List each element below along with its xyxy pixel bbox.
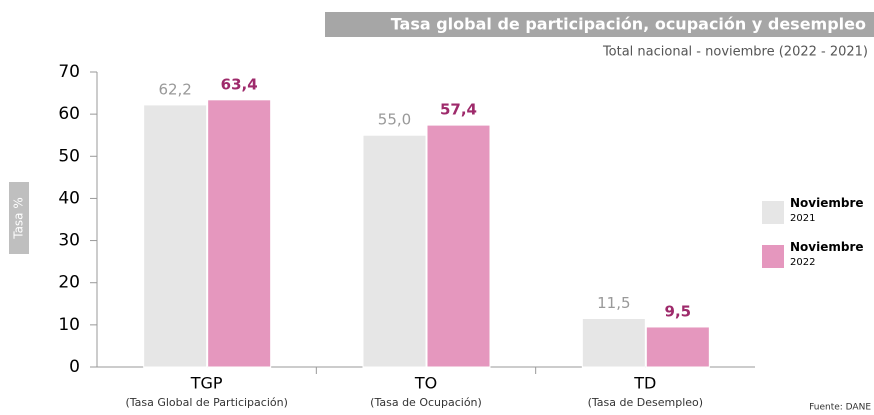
y-label-box xyxy=(9,182,29,254)
legend-label: Noviembre 2021 xyxy=(790,196,864,225)
value-label: 55,0 xyxy=(378,111,411,129)
y-tick-label: 60 xyxy=(58,104,80,124)
y-tick-label: 40 xyxy=(58,188,80,208)
source: Fuente: DANE xyxy=(809,403,871,413)
legend-label: Noviembre 2022 xyxy=(790,240,864,269)
value-label: 63,4 xyxy=(221,75,258,93)
bar xyxy=(207,99,272,368)
y-tick-label: 20 xyxy=(58,273,80,293)
y-tick-label: 50 xyxy=(58,146,80,166)
x-tick-description: (Tasa de Ocupación) xyxy=(370,396,482,409)
value-label: 9,5 xyxy=(665,302,692,320)
value-label: 57,4 xyxy=(440,101,477,119)
chart-title: Tasa global de participación, ocupación … xyxy=(391,15,866,34)
x-tick-label: TO xyxy=(414,374,437,393)
y-tick-label: 30 xyxy=(58,231,80,251)
bar xyxy=(426,124,491,368)
x-tick-label: TGP xyxy=(190,374,223,393)
value-label: 62,2 xyxy=(158,80,191,98)
y-tick-label: 10 xyxy=(58,315,80,335)
legend-swatch xyxy=(762,245,784,268)
y-tick-label: 70 xyxy=(58,62,80,82)
x-tick-description: (Tasa de Desempleo) xyxy=(588,396,703,409)
x-tick-description: (Tasa Global de Participación) xyxy=(125,396,287,409)
y-tick-label: 0 xyxy=(69,357,80,377)
bar xyxy=(362,134,427,368)
x-tick-label: TD xyxy=(633,374,656,393)
bar xyxy=(645,326,710,368)
bar xyxy=(143,104,208,368)
y-axis-label: Tasa % xyxy=(12,197,26,240)
value-label: 11,5 xyxy=(597,294,630,312)
chart-subtitle: Total nacional - noviembre (2022 - 2021) xyxy=(602,45,868,60)
legend-swatch xyxy=(762,201,784,224)
bar xyxy=(581,318,646,368)
title-box xyxy=(325,12,874,37)
